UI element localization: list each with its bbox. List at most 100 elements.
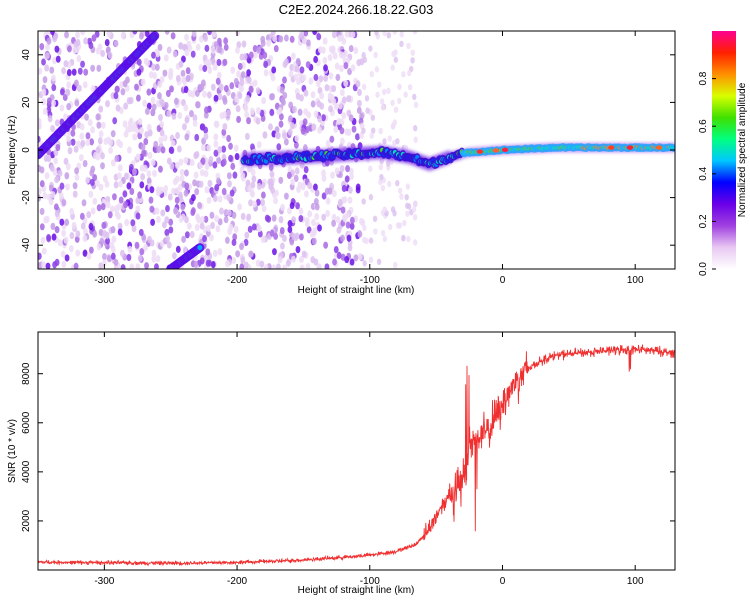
noise-cell (185, 67, 191, 75)
noise-cell (397, 97, 402, 105)
noise-cell (183, 189, 189, 197)
noise-cell (159, 129, 165, 137)
noise-cell (116, 212, 121, 220)
noise-cell (345, 221, 351, 229)
noise-cell (233, 77, 239, 86)
noise-cell (75, 140, 81, 148)
noise-cell (380, 184, 386, 192)
noise-cell (146, 177, 152, 185)
noise-cell (53, 157, 59, 165)
noise-cell (294, 65, 300, 73)
noise-cell (174, 196, 180, 204)
noise-cell (80, 139, 86, 148)
noise-cell (321, 174, 327, 182)
x-tick-label: -300 (94, 576, 114, 587)
noise-cell (148, 71, 154, 79)
noise-cell (80, 222, 86, 230)
y-tick-label: 0 (21, 147, 32, 153)
noise-cell (336, 251, 342, 260)
noise-cell (236, 41, 242, 49)
noise-cell (147, 235, 152, 244)
noise-cell (391, 50, 396, 58)
noise-cell (295, 246, 301, 254)
noise-cell (181, 98, 186, 107)
noise-cell (41, 261, 47, 269)
noise-cell (387, 180, 392, 188)
noise-cell (38, 122, 42, 130)
noise-cell (216, 58, 222, 67)
noise-cell (63, 60, 69, 68)
noise-cell (282, 234, 287, 243)
noise-cell (150, 218, 156, 226)
noise-cell (223, 85, 229, 93)
noise-cell (64, 31, 69, 39)
noise-cell (216, 177, 221, 185)
noise-cell (214, 120, 220, 128)
noise-cell (106, 255, 112, 263)
noise-cell (334, 167, 340, 175)
noise-cell (280, 203, 285, 212)
noise-cell (240, 212, 246, 221)
noise-cell (222, 58, 228, 66)
noise-cell (248, 85, 254, 93)
noise-cell (393, 56, 399, 63)
noise-cell (40, 236, 46, 244)
noise-cell (251, 175, 257, 183)
noise-cell (239, 78, 245, 87)
noise-cell (64, 172, 70, 180)
noise-cell (59, 182, 65, 190)
noise-cell (70, 138, 76, 146)
noise-cell (85, 176, 90, 184)
noise-cell (151, 63, 156, 71)
noise-cell (151, 51, 156, 59)
noise-cell (302, 144, 308, 152)
noise-cell (88, 246, 94, 254)
noise-cell (45, 262, 51, 269)
noise-cell (319, 92, 325, 100)
noise-cell (353, 46, 359, 55)
noise-cell (54, 119, 60, 127)
noise-cell (211, 31, 217, 38)
noise-cell (80, 31, 86, 36)
noise-cell (62, 93, 68, 102)
noise-cell (329, 94, 335, 102)
noise-cell (54, 45, 60, 53)
noise-cell (289, 238, 295, 246)
noise-cell (199, 222, 205, 230)
noise-cell (149, 205, 155, 213)
noise-cell (88, 41, 94, 49)
noise-cell (129, 187, 135, 196)
noise-cell (164, 216, 170, 224)
noise-cell (82, 234, 88, 243)
noise-cell (100, 152, 105, 160)
noise-cell (42, 192, 48, 200)
noise-cell (247, 225, 253, 233)
y-tick-label: 2000 (21, 509, 32, 532)
noise-cell (169, 85, 174, 93)
noise-cell (102, 175, 108, 183)
noise-cell (222, 111, 228, 119)
noise-cell (314, 213, 320, 221)
noise-cell (118, 180, 123, 188)
noise-cell (74, 79, 79, 87)
noise-cell (205, 248, 211, 256)
noise-cell (412, 200, 418, 207)
noise-cell (217, 218, 223, 226)
noise-cell (77, 84, 82, 92)
noise-cell (41, 58, 46, 66)
noise-cell (179, 168, 185, 176)
noise-cell (154, 263, 159, 269)
noise-cell (46, 234, 51, 242)
noise-cell (276, 143, 282, 151)
noise-cell (155, 255, 161, 263)
noise-cell (155, 50, 161, 58)
noise-cell (171, 112, 177, 120)
noise-cell (67, 45, 72, 53)
noise-cell (340, 234, 345, 242)
noise-cell (377, 81, 382, 88)
noise-cell (382, 235, 388, 243)
noise-cell (109, 205, 115, 213)
noise-cell (90, 64, 96, 72)
noise-cell (105, 46, 111, 54)
